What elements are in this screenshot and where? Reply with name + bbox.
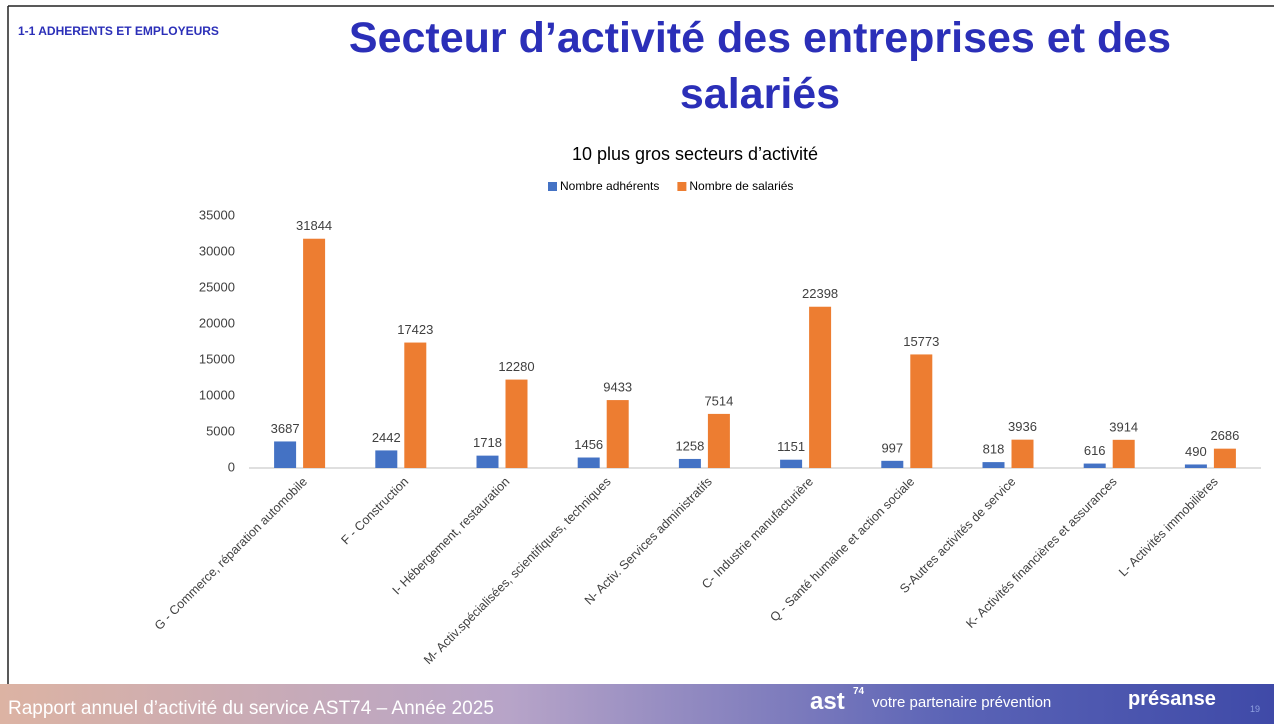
y-tick-label: 5000 [206, 423, 235, 438]
legend-swatch [677, 182, 687, 191]
bar [476, 455, 499, 468]
bar [780, 459, 803, 468]
x-tick-label: S-Autres activités de service [897, 475, 1018, 596]
value-label: 1456 [574, 437, 603, 452]
y-tick-label: 25000 [199, 279, 235, 294]
value-label: 31844 [296, 218, 332, 233]
legend-label: Nombre de salariés [689, 179, 793, 193]
value-label: 3914 [1109, 419, 1138, 434]
bar [1112, 439, 1135, 468]
bar [809, 306, 832, 468]
bar [1011, 439, 1034, 468]
chart: 10 plus gros secteurs d’activité 0 5000 10… [7, 5, 1274, 684]
bar [1083, 463, 1106, 468]
tagline: votre partenaire prévention [872, 694, 1052, 711]
x-tick-label: I- Hébergement, restauration [390, 475, 513, 598]
x-tick-label: M- Activ.spécialisées, scientifiques, te… [421, 475, 613, 667]
y-tick-label: 30000 [199, 243, 235, 258]
value-label: 1718 [473, 435, 502, 450]
bar [274, 441, 297, 468]
value-label: 9433 [603, 380, 632, 395]
x-tick-label: G - Commerce, réparation automobile [152, 475, 310, 633]
bar [881, 460, 904, 468]
value-label: 17423 [397, 322, 433, 337]
bar [375, 450, 398, 468]
x-tick-label: C- Industrie manufacturière [699, 475, 816, 592]
section-label: 1-1 ADHERENTS ET EMPLOYEURS [18, 24, 219, 38]
footer-report: Rapport annuel d’activité du service AST… [8, 698, 494, 719]
bar [910, 354, 933, 468]
bar [678, 458, 701, 468]
bar [1184, 464, 1207, 468]
bar [1213, 448, 1236, 468]
partner-logo: présanse [1128, 688, 1216, 710]
value-label: 1151 [777, 439, 805, 454]
value-label: 2442 [372, 430, 401, 445]
value-label: 616 [1084, 443, 1106, 458]
value-label: 490 [1185, 444, 1207, 459]
brand-sup: 74 [853, 686, 865, 697]
value-label: 12280 [498, 359, 534, 374]
value-label: 997 [881, 440, 903, 455]
slide-title: Secteur d’activité des entreprises et de… [348, 14, 1172, 118]
bar [404, 342, 427, 468]
bar [577, 457, 600, 468]
bar [303, 238, 326, 468]
legend-label: Nombre adhérents [560, 179, 659, 193]
chart-title: 10 plus gros secteurs d’activité [572, 144, 818, 164]
value-label: 22398 [802, 286, 838, 301]
bar [982, 462, 1005, 468]
x-tick-label: L- Activités immobilières [1116, 475, 1221, 580]
footer: Rapport annuel d’activité du service AST… [0, 684, 1274, 724]
x-tick-label: F - Construction [338, 475, 411, 548]
value-label: 3936 [1008, 419, 1037, 434]
y-tick-label: 10000 [199, 387, 235, 402]
value-label: 15773 [903, 334, 939, 349]
y-tick-label: 20000 [199, 315, 235, 330]
y-tick-label: 0 [228, 459, 235, 474]
brand: ast [810, 688, 845, 715]
y-tick-label: 35000 [199, 207, 235, 222]
value-label: 818 [983, 442, 1005, 457]
bar [707, 413, 730, 468]
value-label: 7514 [704, 393, 733, 408]
value-label: 2686 [1210, 428, 1239, 443]
legend-swatch [548, 182, 557, 191]
y-tick-label: 15000 [199, 351, 235, 366]
value-label: 3687 [271, 421, 300, 436]
page-number: 19 [1250, 704, 1261, 714]
bar [505, 379, 528, 468]
value-label: 1258 [675, 438, 704, 453]
bar [606, 400, 629, 468]
